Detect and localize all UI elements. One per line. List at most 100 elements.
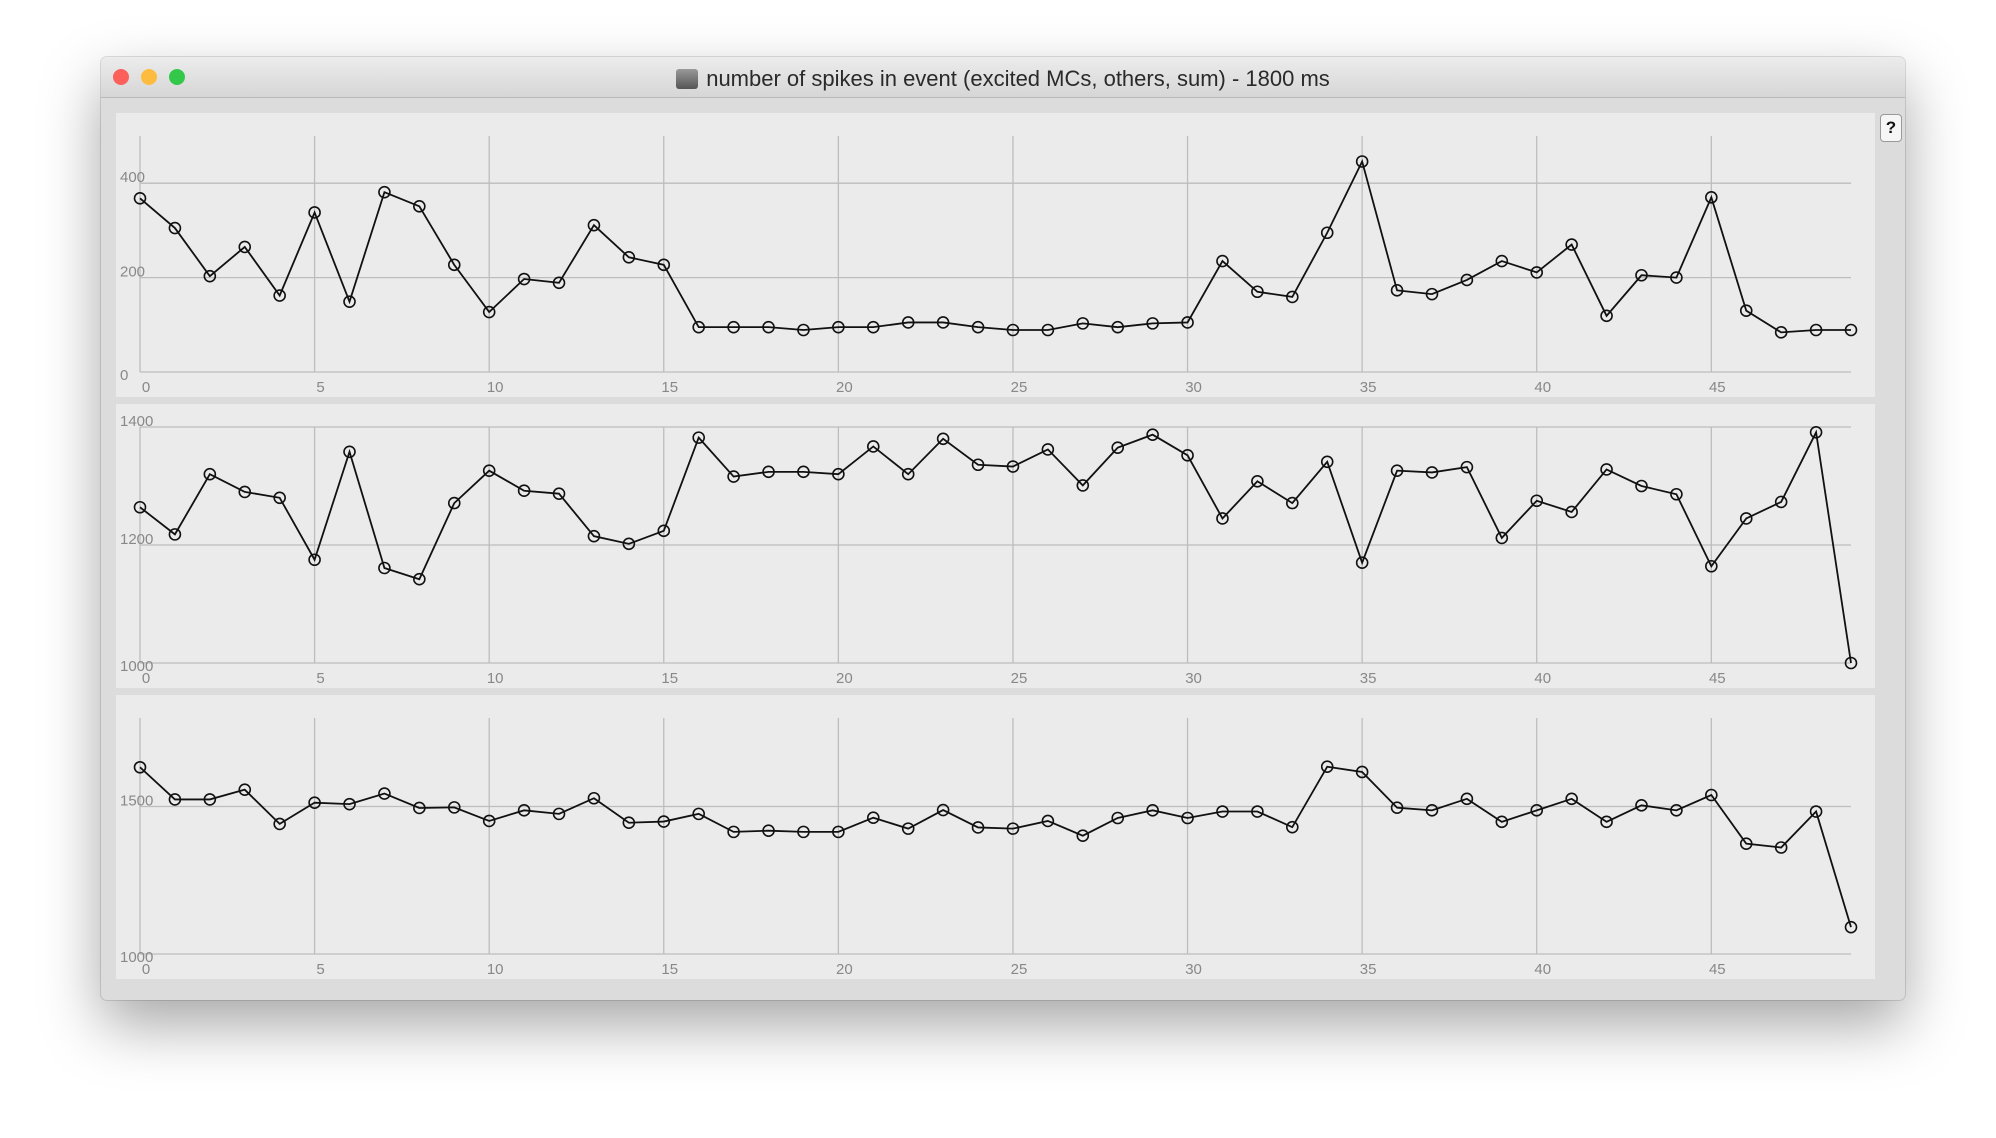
data-point — [936, 803, 950, 817]
data-point — [1635, 479, 1648, 493]
data-point — [657, 258, 671, 272]
chart-others: 0 5 10 15 20 25 30 35 40 45 1000 1200 1400 — [120, 413, 1858, 687]
data-point — [1809, 426, 1823, 439]
data-point — [936, 316, 950, 329]
x-tick-label: 35 — [1360, 670, 1377, 687]
chart-panel-sum: 0 5 10 15 20 25 30 35 40 45 1000 1500 — [116, 695, 1875, 979]
data-point — [1216, 254, 1229, 268]
data-point — [797, 323, 810, 337]
chart-sum: 0 5 10 15 20 25 30 35 40 45 1000 1500 — [120, 718, 1858, 978]
data-point — [1739, 512, 1753, 525]
data-point — [727, 825, 740, 839]
data-point — [1844, 323, 1858, 337]
data-point — [238, 240, 252, 254]
x-tick-label: 0 — [142, 670, 150, 687]
data-point — [1146, 428, 1159, 441]
data-point — [901, 467, 915, 481]
data-point — [378, 185, 391, 199]
data-point — [203, 467, 217, 481]
data-point — [1460, 273, 1474, 287]
data-point — [168, 793, 182, 806]
data-point — [1565, 792, 1578, 806]
x-tick-label: 25 — [1011, 379, 1028, 396]
data-point — [447, 801, 461, 814]
data-point — [1844, 656, 1858, 670]
x-tick-label: 10 — [487, 961, 504, 978]
data-point — [1286, 290, 1299, 304]
x-tick-label: 5 — [316, 961, 324, 978]
data-point — [517, 484, 531, 498]
data-point — [1251, 285, 1264, 299]
data-point — [1286, 820, 1299, 834]
data-point — [1495, 531, 1509, 545]
chart-window: number of spikes in event (excited MCs, … — [101, 57, 1905, 1000]
data-point — [762, 824, 775, 837]
chart-panel-excited: 0 5 10 15 20 25 30 35 40 45 0 200 400 — [116, 113, 1875, 397]
data-point — [1041, 443, 1055, 456]
x-tick-label: 40 — [1534, 670, 1551, 687]
data-point — [797, 825, 810, 839]
close-button[interactable] — [113, 69, 129, 85]
data-point — [168, 221, 182, 235]
data-point — [1705, 191, 1718, 204]
data-point — [1809, 323, 1823, 337]
x-tick-label: 40 — [1534, 379, 1551, 396]
data-point — [517, 272, 531, 286]
data-point — [622, 537, 636, 551]
data-point — [1844, 920, 1858, 934]
series-line — [139, 158, 1851, 334]
data-point — [1530, 494, 1544, 508]
data-point — [1390, 284, 1404, 297]
y-tick-label: 0 — [120, 367, 128, 384]
data-point — [1774, 326, 1788, 339]
data-point — [447, 258, 461, 272]
data-point — [832, 467, 845, 481]
x-tick-label: 20 — [836, 670, 853, 687]
data-point — [587, 529, 601, 543]
data-point — [692, 320, 705, 334]
zoom-button[interactable] — [169, 69, 185, 85]
data-point — [1390, 801, 1404, 814]
data-point — [1460, 792, 1474, 806]
x-tick-label: 35 — [1360, 961, 1377, 978]
data-point — [343, 445, 356, 459]
x-tick-label: 5 — [316, 379, 324, 396]
data-point — [657, 524, 671, 538]
chart-panel-others: 0 5 10 15 20 25 30 35 40 45 1000 1200 1400 — [116, 404, 1875, 688]
data-point — [378, 787, 391, 800]
x-tick-label: 30 — [1185, 379, 1202, 396]
data-point — [1355, 765, 1369, 779]
data-point — [1251, 805, 1264, 818]
window-title-text: number of spikes in event (excited MCs, … — [706, 66, 1330, 91]
data-point — [1670, 487, 1683, 501]
data-point — [901, 316, 915, 329]
data-point — [447, 496, 461, 510]
help-button[interactable]: ? — [1880, 114, 1902, 142]
data-point — [343, 797, 356, 811]
data-point — [1809, 805, 1823, 818]
data-point — [482, 464, 496, 477]
data-point — [1320, 226, 1334, 240]
data-point — [308, 206, 321, 219]
data-point — [168, 528, 182, 541]
y-tick-label: 1200 — [120, 531, 153, 548]
x-tick-label: 5 — [316, 670, 324, 687]
data-point — [1146, 317, 1159, 330]
data-point — [971, 821, 985, 834]
x-tick-label: 45 — [1709, 379, 1726, 396]
x-tick-label: 20 — [836, 961, 853, 978]
data-point — [1670, 804, 1683, 817]
y-tick-label: 1500 — [120, 793, 153, 810]
data-point — [413, 572, 426, 586]
data-point — [1425, 466, 1439, 479]
minimize-button[interactable] — [141, 69, 157, 85]
data-point — [866, 811, 880, 825]
data-point — [622, 251, 636, 264]
data-point — [1146, 804, 1159, 817]
data-point — [1705, 559, 1718, 573]
data-point — [762, 320, 775, 334]
data-point — [1320, 455, 1334, 469]
data-point — [203, 269, 217, 283]
data-point — [1565, 238, 1578, 251]
data-point — [238, 485, 252, 499]
